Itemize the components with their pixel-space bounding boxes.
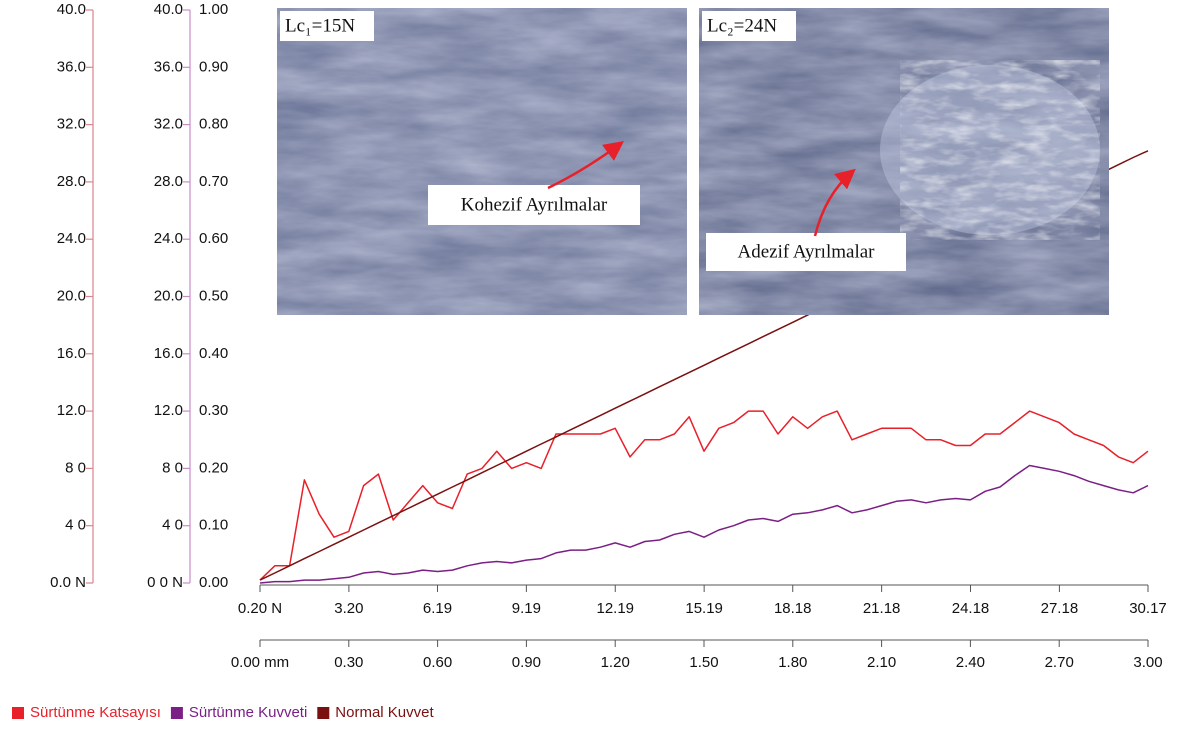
legend-label: Sürtünme Katsayısı — [30, 704, 161, 721]
y-tick-label: 36.0 — [57, 58, 86, 75]
x-tick-label: 3.20 — [334, 600, 363, 617]
x-tick-label: 12.19 — [596, 600, 634, 617]
y-tick-label: 20.0 — [154, 287, 183, 304]
y-tick-label: 16.0 — [154, 345, 183, 362]
y-tick-label: 16.0 — [57, 345, 86, 362]
y-tick-label: 0.10 — [199, 517, 228, 534]
y-tick-label: 0.00 — [199, 574, 228, 591]
x-tick-label: 24.18 — [952, 600, 990, 617]
chart: Lc₁=15N Kohezif Ayrılmalar Lc₂=24N Adezi… — [0, 0, 1191, 731]
x-tick-label: 0.60 — [423, 654, 452, 671]
y-tick-label: 0.60 — [199, 230, 228, 247]
y-tick-label: 28.0 — [57, 173, 86, 190]
y-tick-label: 0.40 — [199, 345, 228, 362]
y-tick-label: 40.0 — [154, 1, 183, 18]
y-tick-label: 0 0 N — [147, 574, 183, 591]
x-tick-label: 1.80 — [778, 654, 807, 671]
x-tick-label: 0.90 — [512, 654, 541, 671]
y-tick-label: 36.0 — [154, 58, 183, 75]
x-tick-label: 2.70 — [1045, 654, 1074, 671]
y-tick-label: 0.70 — [199, 173, 228, 190]
y-tick-label: 0.0 N — [50, 574, 86, 591]
inset-1: Lc₁=15N Kohezif Ayrılmalar — [277, 8, 687, 315]
y-tick-label: 4 0 — [65, 517, 86, 534]
legend: Sürtünme Katsayısı Sürtünme Kuvveti Normal… — [12, 704, 434, 721]
y-tick-label: 12.0 — [57, 402, 86, 419]
legend-label: Normal Kuvvet — [335, 704, 434, 721]
y-tick-label: 28.0 — [154, 173, 183, 190]
inset-label: Lc₁=15N — [285, 15, 355, 36]
legend-swatch — [12, 707, 24, 719]
y-tick-label: 32.0 — [57, 116, 86, 133]
y-tick-label: 4 0 — [162, 517, 183, 534]
x-tick-label: 3.00 — [1133, 654, 1162, 671]
x-tick-label: 0.20 N — [238, 600, 282, 617]
legend-swatch — [171, 707, 183, 719]
damage-texture — [900, 60, 1100, 240]
x-tick-label: 21.18 — [863, 600, 901, 617]
x-tick-label: 1.20 — [601, 654, 630, 671]
x-tick-label: 0.30 — [334, 654, 363, 671]
annotation: Kohezif Ayrılmalar — [461, 194, 608, 215]
x-tick-label: 2.10 — [867, 654, 896, 671]
y-tick-label: 8 0 — [65, 459, 86, 476]
y-tick-label: 32.0 — [154, 116, 183, 133]
x-tick-label: 0.00 mm — [231, 654, 289, 671]
y-tick-label: 0.20 — [199, 459, 228, 476]
series-line — [260, 411, 1148, 580]
micrograph-texture — [277, 8, 687, 315]
inset-label: Lc₂=24N — [707, 15, 777, 36]
y-tick-label: 0.80 — [199, 116, 228, 133]
annotation: Adezif Ayrılmalar — [737, 241, 875, 262]
y-tick-label: 12.0 — [154, 402, 183, 419]
y-tick-label: 40.0 — [57, 1, 86, 18]
legend-label: Sürtünme Kuvveti — [189, 704, 307, 721]
x-tick-label: 2.40 — [956, 654, 985, 671]
y-tick-label: 24.0 — [154, 230, 183, 247]
y-tick-label: 8 0 — [162, 459, 183, 476]
series-line — [260, 466, 1148, 584]
x-tick-label: 15.19 — [685, 600, 723, 617]
x-tick-label: 6.19 — [423, 600, 452, 617]
y-tick-label: 1.00 — [199, 1, 228, 18]
x-tick-label: 18.18 — [774, 600, 812, 617]
x-tick-label: 9.19 — [512, 600, 541, 617]
y-tick-label: 0.30 — [199, 402, 228, 419]
x-tick-label: 27.18 — [1041, 600, 1079, 617]
x-tick-label: 30.17 — [1129, 600, 1167, 617]
y-tick-label: 20.0 — [57, 287, 86, 304]
y-tick-label: 0.90 — [199, 58, 228, 75]
x-tick-label: 1.50 — [689, 654, 718, 671]
y-tick-label: 24.0 — [57, 230, 86, 247]
y-tick-label: 0.50 — [199, 287, 228, 304]
inset-2: Lc₂=24N Adezif Ayrılmalar — [699, 8, 1109, 315]
legend-swatch — [317, 707, 329, 719]
